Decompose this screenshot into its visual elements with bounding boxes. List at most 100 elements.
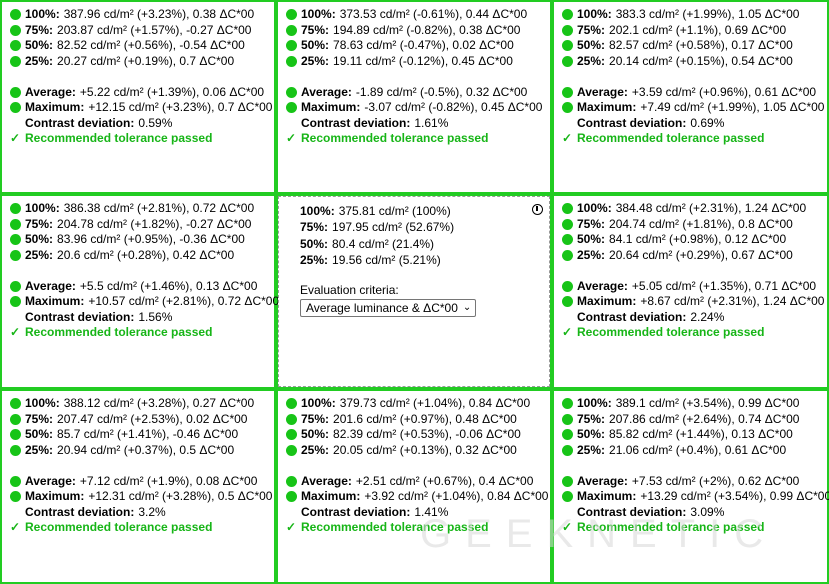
level-row-75: 75%: 204.74 cd/m² (+1.81%), 0.8 ΔC*00	[562, 217, 827, 233]
maximum-row: Maximum: +12.15 cd/m² (+3.23%), 0.7 ΔC*00	[10, 100, 274, 116]
contrast-row: Contrast deviation: 2.24%	[577, 309, 725, 324]
status-dot-icon	[10, 203, 21, 215]
status-dot-icon	[10, 296, 21, 308]
level-row-25: 25%: 20.94 cd/m² (+0.37%), 0.5 ΔC*00	[10, 443, 274, 459]
status-dot-icon	[562, 280, 573, 292]
check-icon: ✓	[562, 520, 573, 534]
status-dot-icon	[286, 398, 297, 410]
level-row-100: 100%: 383.3 cd/m² (+1.99%), 1.05 ΔC*00	[562, 7, 827, 23]
contrast-row: Contrast deviation: 1.61%	[301, 115, 449, 130]
status-dot-icon	[562, 475, 573, 487]
status-dot-icon	[562, 413, 573, 425]
status-dot-icon	[286, 55, 297, 67]
status-dot-icon	[286, 475, 297, 487]
status-dot-icon	[562, 218, 573, 230]
status-dot-icon	[286, 102, 297, 114]
maximum-row: Maximum: -3.07 cd/m² (-0.82%), 0.45 ΔC*00	[286, 100, 550, 116]
level-row-50: 50%: 82.57 cd/m² (+0.58%), 0.17 ΔC*00	[562, 38, 827, 54]
status-dot-icon	[10, 40, 21, 52]
status-dot-icon	[562, 234, 573, 246]
contrast-row: Contrast deviation: 1.41%	[301, 504, 449, 519]
status-dot-icon	[10, 249, 21, 261]
check-icon: ✓	[10, 325, 21, 339]
status-dot-icon	[562, 249, 573, 261]
status-dot-icon	[286, 86, 297, 98]
status-dot-icon	[286, 429, 297, 441]
status-row: ✓ Recommended tolerance passed	[562, 131, 765, 145]
status-dot-icon	[562, 102, 573, 114]
status-dot-icon	[10, 24, 21, 36]
status-dot-icon	[562, 55, 573, 67]
status-dot-icon	[10, 280, 21, 292]
level-row-25: 25%: 20.6 cd/m² (+0.28%), 0.42 ΔC*00	[10, 248, 274, 264]
status-dot-icon	[10, 444, 21, 456]
status-dot-icon	[562, 296, 573, 308]
status-dot-icon	[562, 9, 573, 21]
status-dot-icon	[562, 444, 573, 456]
level-row-75: 75%: 207.86 cd/m² (+2.64%), 0.74 ΔC*00	[562, 412, 827, 428]
reference-row-50: 50%: 80.4 cd/m² (21.4%)	[300, 236, 435, 251]
maximum-row: Maximum: +13.29 cd/m² (+3.54%), 0.99 ΔC*0…	[562, 489, 829, 505]
status-dot-icon	[10, 398, 21, 410]
level-row-75: 75%: 202.1 cd/m² (+1.1%), 0.69 ΔC*00	[562, 23, 827, 39]
level-row-25: 25%: 20.14 cd/m² (+0.15%), 0.54 ΔC*00	[562, 54, 827, 70]
level-row-25: 25%: 20.27 cd/m² (+0.19%), 0.7 ΔC*00	[10, 54, 274, 70]
check-icon: ✓	[562, 131, 573, 145]
status-dot-icon	[286, 40, 297, 52]
info-icon[interactable]	[532, 204, 543, 215]
level-row-25: 25%: 21.06 cd/m² (+0.4%), 0.61 ΔC*00	[562, 443, 827, 459]
status-dot-icon	[10, 86, 21, 98]
level-row-100: 100%: 379.73 cd/m² (+1.04%), 0.84 ΔC*00	[286, 396, 550, 412]
average-row: Average: +7.12 cd/m² (+1.9%), 0.08 ΔC*00	[10, 474, 274, 490]
status-dot-icon	[562, 24, 573, 36]
level-row-50: 50%: 85.82 cd/m² (+1.44%), 0.13 ΔC*00	[562, 427, 827, 443]
contrast-row: Contrast deviation: 0.69%	[577, 115, 725, 130]
status-row: ✓ Recommended tolerance passed	[10, 131, 213, 145]
average-row: Average: +7.53 cd/m² (+2%), 0.62 ΔC*00	[562, 474, 827, 490]
measurement-cell: 100%: 386.38 cd/m² (+2.81%), 0.72 ΔC*00 7…	[2, 196, 279, 387]
status-dot-icon	[10, 413, 21, 425]
status-dot-icon	[562, 86, 573, 98]
measurement-cell: 100%: 384.48 cd/m² (+2.31%), 1.24 ΔC*00 7…	[554, 196, 827, 387]
level-row-25: 25%: 20.05 cd/m² (+0.13%), 0.32 ΔC*00	[286, 443, 550, 459]
status-dot-icon	[10, 475, 21, 487]
level-row-75: 75%: 207.47 cd/m² (+2.53%), 0.02 ΔC*00	[10, 412, 274, 428]
status-dot-icon	[286, 413, 297, 425]
status-row: ✓ Recommended tolerance passed	[286, 131, 489, 145]
level-row-100: 100%: 387.96 cd/m² (+3.23%), 0.38 ΔC*00	[10, 7, 274, 23]
status-dot-icon	[286, 9, 297, 21]
maximum-row: Maximum: +7.49 cd/m² (+1.99%), 1.05 ΔC*00	[562, 100, 827, 116]
level-row-50: 50%: 84.1 cd/m² (+0.98%), 0.12 ΔC*00	[562, 232, 827, 248]
status-dot-icon	[10, 429, 21, 441]
level-row-50: 50%: 82.52 cd/m² (+0.56%), -0.54 ΔC*00	[10, 38, 274, 54]
evaluation-criteria-select[interactable]: Average luminance & ΔC*00 ⌄	[300, 299, 477, 318]
level-row-50: 50%: 83.96 cd/m² (+0.95%), -0.36 ΔC*00	[10, 232, 274, 248]
average-row: Average: +5.05 cd/m² (+1.35%), 0.71 ΔC*00	[562, 279, 827, 295]
contrast-row: Contrast deviation: 3.09%	[577, 504, 725, 519]
average-row: Average: +3.59 cd/m² (+0.96%), 0.61 ΔC*00	[562, 85, 827, 101]
status-dot-icon	[562, 40, 573, 52]
evaluation-criteria-label: Evaluation criteria:	[300, 283, 399, 298]
level-row-50: 50%: 78.63 cd/m² (-0.47%), 0.02 ΔC*00	[286, 38, 550, 54]
level-row-100: 100%: 386.38 cd/m² (+2.81%), 0.72 ΔC*00	[10, 201, 274, 217]
status-dot-icon	[562, 398, 573, 410]
check-icon: ✓	[562, 325, 573, 339]
status-row: ✓ Recommended tolerance passed	[10, 325, 213, 339]
level-row-25: 25%: 19.11 cd/m² (-0.12%), 0.45 ΔC*00	[286, 54, 550, 70]
measurement-cell: 100%: 383.3 cd/m² (+1.99%), 1.05 ΔC*00 75…	[554, 2, 827, 192]
measurement-cell: 100%: 379.73 cd/m² (+1.04%), 0.84 ΔC*00 7…	[278, 391, 550, 582]
level-row-100: 100%: 388.12 cd/m² (+3.28%), 0.27 ΔC*00	[10, 396, 274, 412]
status-dot-icon	[562, 491, 573, 503]
level-row-100: 100%: 389.1 cd/m² (+3.54%), 0.99 ΔC*00	[562, 396, 827, 412]
status-dot-icon	[10, 491, 21, 503]
status-dot-icon	[10, 234, 21, 246]
level-row-50: 50%: 85.7 cd/m² (+1.41%), -0.46 ΔC*00	[10, 427, 274, 443]
check-icon: ✓	[286, 520, 297, 534]
reference-row-75: 75%: 197.95 cd/m² (52.67%)	[300, 220, 455, 235]
chevron-down-icon: ⌄	[462, 302, 472, 314]
average-row: Average: +2.51 cd/m² (+0.67%), 0.4 ΔC*00	[286, 474, 550, 490]
measurement-cell: 100%: 387.96 cd/m² (+3.23%), 0.38 ΔC*00 7…	[2, 2, 274, 192]
status-row: ✓ Recommended tolerance passed	[562, 325, 765, 339]
status-dot-icon	[10, 102, 21, 114]
